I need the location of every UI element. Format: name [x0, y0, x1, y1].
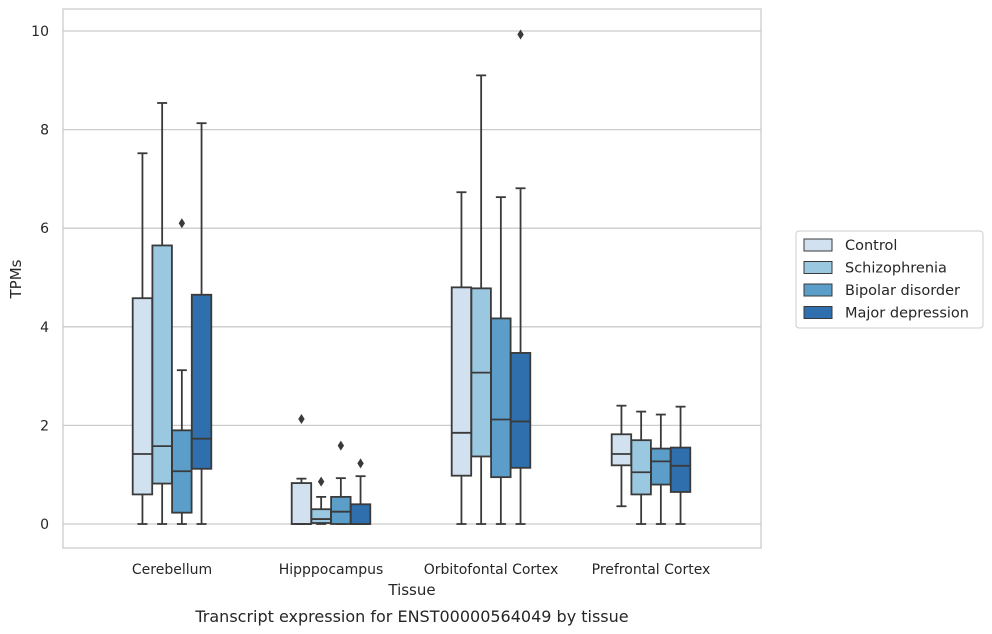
legend-swatch — [803, 306, 833, 319]
legend-label: Schizophrenia — [845, 261, 947, 277]
x-tick-label: Orbitofontal Cortex — [424, 562, 559, 578]
box-group — [330, 440, 352, 525]
x-tick-label: Hipppocampus — [279, 562, 384, 578]
legend-label: Major depression — [845, 306, 969, 322]
box — [190, 293, 213, 470]
box-group — [650, 413, 672, 525]
box — [330, 495, 352, 525]
box-group — [630, 410, 652, 525]
y-tick-label: 10 — [31, 24, 49, 40]
box-group — [490, 196, 512, 525]
box — [650, 447, 672, 486]
box-group — [190, 122, 213, 525]
x-tick-label: Prefrontal Cortex — [592, 562, 711, 578]
y-tick-label: 4 — [40, 320, 49, 336]
box — [610, 433, 633, 467]
x-axis-ticks: Cerebellum Hipppocampus Orbitofontal Corte… — [132, 562, 710, 578]
box — [290, 482, 313, 525]
box-group — [610, 404, 633, 508]
outlier-point — [337, 440, 345, 451]
box-group — [310, 476, 332, 525]
box-group — [669, 405, 692, 525]
box — [490, 317, 512, 479]
box-group — [450, 191, 473, 525]
legend-items: Control Schizophrenia Bipolar disorder Majo… — [803, 238, 969, 322]
legend-label: Bipolar disorder — [845, 283, 960, 299]
box-group — [151, 102, 173, 525]
x-tick-label: Cerebellum — [132, 562, 212, 578]
legend-label: Control — [845, 238, 897, 254]
legend-swatch — [803, 238, 833, 252]
outlier-point — [298, 413, 305, 424]
legend-frame — [795, 230, 984, 329]
y-axis-label: TPMs — [7, 259, 25, 299]
box-group — [171, 218, 193, 525]
legend-swatch — [803, 261, 833, 274]
box-series-layer — [131, 29, 692, 525]
outlier-point — [357, 458, 364, 469]
box-group — [290, 413, 313, 525]
box — [630, 439, 652, 496]
plot-area-frame — [62, 8, 762, 549]
y-tick-label: 6 — [40, 221, 49, 237]
box — [310, 508, 332, 524]
box — [131, 297, 154, 496]
chart-title: Transcript expression for ENST0000056404… — [194, 607, 628, 626]
y-tick-label: 2 — [40, 418, 49, 434]
legend-swatch — [803, 283, 833, 297]
box — [349, 503, 372, 525]
box — [509, 352, 532, 469]
outlier-point — [317, 476, 325, 487]
box — [450, 286, 473, 477]
legend: Control Schizophrenia Bipolar disorder Majo… — [795, 230, 984, 329]
y-tick-label: 8 — [40, 123, 49, 139]
outlier-point — [178, 218, 186, 229]
y-tick-label: 0 — [40, 517, 49, 533]
box-group — [349, 458, 372, 525]
box-group — [470, 74, 492, 525]
box-group — [131, 152, 154, 525]
x-axis-label: Tissue — [387, 581, 435, 599]
y-axis-ticks: 0 2 4 6 8 10 — [31, 24, 49, 533]
box — [151, 244, 173, 485]
box — [669, 446, 692, 493]
box-group — [509, 29, 532, 525]
outlier-point — [517, 29, 524, 40]
